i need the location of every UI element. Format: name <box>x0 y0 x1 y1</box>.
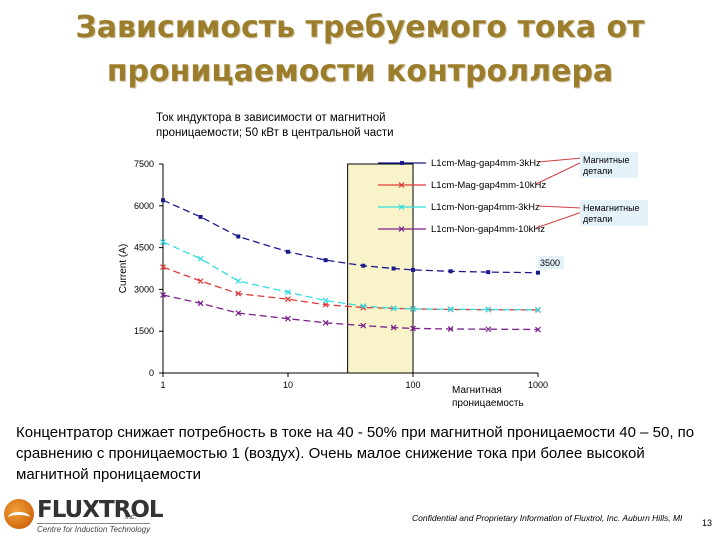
legend-marker <box>398 204 405 210</box>
x-axis-label: проницаемость <box>452 398 524 409</box>
y-tick-label: 3000 <box>134 284 154 294</box>
data-point <box>197 278 204 284</box>
data-point <box>535 306 541 313</box>
y-tick-label: 6000 <box>134 201 154 211</box>
data-point <box>535 326 541 333</box>
data-point <box>286 249 290 254</box>
data-point <box>197 300 204 307</box>
series-line-2 <box>162 266 539 311</box>
fluxtrol-logo: FLUXTROL Inc. Centre for Induction Techn… <box>4 497 164 539</box>
chart-title-line1: Ток индуктора в зависимости от магнитной <box>156 112 386 124</box>
data-point <box>486 270 491 275</box>
highlight-band <box>347 163 414 374</box>
data-point <box>197 255 204 262</box>
logo-icon <box>4 499 34 529</box>
data-point <box>235 278 242 284</box>
data-point <box>447 326 454 332</box>
data-point <box>285 296 291 303</box>
legend-label-4: L1cm-Non-gap4mm-10kHz <box>431 224 545 235</box>
data-point <box>410 325 416 332</box>
annotation-arrow <box>537 157 583 163</box>
legend-marker <box>398 226 405 232</box>
data-point <box>322 319 329 326</box>
current-vs-permeability-chart: Ток индуктора в зависимости от магнитной… <box>118 112 648 409</box>
data-point <box>322 297 329 304</box>
data-point <box>323 258 328 263</box>
annotation-box <box>538 256 564 269</box>
annotation-arrow <box>537 205 583 209</box>
legend-label-1: L1cm-Mag-gap4mm-3kHz <box>431 158 541 169</box>
legend-label-3: L1cm-Non-gap4mm-3kHz <box>431 202 540 213</box>
body-text: Концентратор снижает потребность в токе … <box>16 424 695 483</box>
annotation-box <box>580 152 638 178</box>
annotation-magnetic: детали <box>583 166 612 176</box>
y-tick-label: 4500 <box>134 243 154 253</box>
x-tick-label: 100 <box>405 380 420 390</box>
x-tick-label: 1000 <box>528 380 548 390</box>
annotation-magnetic: Магнитные <box>583 155 629 165</box>
y-tick-label: 1500 <box>134 326 154 336</box>
data-point <box>536 270 540 275</box>
x-tick-label: 10 <box>283 380 293 390</box>
y-tick-label: 7500 <box>134 159 154 169</box>
data-point <box>160 239 166 245</box>
data-point <box>235 290 242 297</box>
data-point <box>360 322 367 329</box>
annotation-nonmagnetic: детали <box>583 214 612 224</box>
data-point <box>447 306 454 313</box>
x-tick-label: 1 <box>160 380 165 390</box>
legend-marker <box>400 161 404 165</box>
data-point <box>160 292 166 298</box>
slide-title-line2: проницаемости контроллера <box>106 54 614 89</box>
y-tick-label: 0 <box>149 368 154 378</box>
annotation-nonmagnetic: Немагнитные <box>583 203 640 213</box>
legend-label-2: L1cm-Mag-gap4mm-10kHz <box>431 180 546 191</box>
y-axis-label: Current (A) <box>118 244 129 293</box>
data-point <box>285 315 291 322</box>
x-axis-label: Магнитная <box>452 385 502 396</box>
page-number: 13 <box>702 518 713 528</box>
slide-title: Зависимость требуемого тока от проницаем… <box>20 6 700 94</box>
data-point <box>198 214 203 219</box>
chart-title-line2: проницаемости; 50 кВт в центральной част… <box>156 127 394 139</box>
data-point <box>448 269 453 274</box>
data-point <box>485 306 492 313</box>
footer-confidential: Confidential and Proprietary Information… <box>412 513 683 523</box>
annotation-arrow <box>535 161 583 185</box>
data-point <box>485 326 492 333</box>
data-point <box>160 264 166 271</box>
data-point <box>411 267 415 272</box>
data-point <box>235 310 242 317</box>
annotation-3500: 3500 <box>540 258 560 268</box>
slide-title-line1: Зависимость требуемого тока от <box>75 10 645 45</box>
legend-marker <box>398 182 405 188</box>
logo-name: FLUXTROL <box>37 497 164 523</box>
data-point <box>161 198 165 203</box>
data-point <box>360 303 367 310</box>
logo-tm: Inc. <box>125 514 137 521</box>
data-point <box>236 234 241 239</box>
data-point <box>410 305 416 312</box>
data-point <box>285 289 291 296</box>
annotation-arrow <box>535 211 583 229</box>
data-point <box>361 263 366 268</box>
annotation-box <box>580 200 648 226</box>
data-point <box>390 305 397 312</box>
data-point <box>391 266 396 271</box>
data-point <box>390 324 397 331</box>
logo-tagline: Centre for Induction Technology <box>37 523 151 534</box>
